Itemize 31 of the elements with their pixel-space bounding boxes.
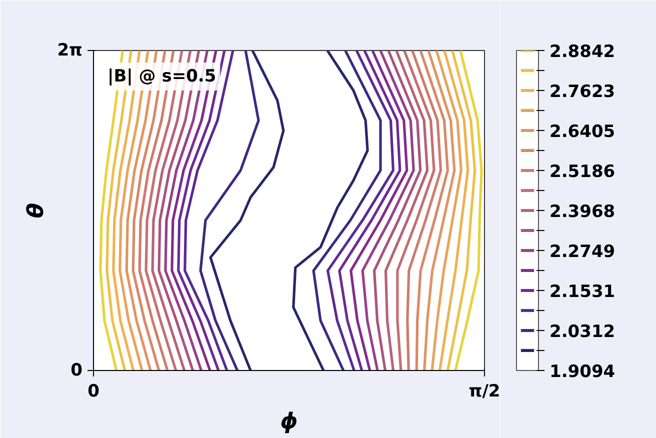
line-series: [292, 50, 369, 370]
y-tick-label: 2π: [57, 40, 83, 60]
line-series: [312, 50, 382, 370]
line-series: [338, 50, 402, 370]
color-bar-label: 1.9094: [550, 362, 616, 382]
color-bar-label: 2.5186: [550, 162, 616, 182]
line-series: [446, 50, 476, 370]
color-bar-label: 2.3968: [550, 202, 616, 222]
color-bar-label: 2.7623: [550, 82, 616, 102]
line-series: [423, 50, 456, 370]
x-tick-label: π/2: [468, 382, 500, 402]
x-axis-title: ϕ: [280, 410, 298, 434]
line-series: [396, 50, 436, 370]
line-series: [406, 50, 442, 370]
line-series: [372, 50, 422, 370]
line-series: [384, 50, 429, 370]
line-series: [326, 50, 394, 370]
color-bar-label: 2.8842: [550, 42, 616, 62]
annotation: |B| @ s=0.5: [108, 66, 216, 86]
color-bar-label: 2.0312: [550, 322, 616, 342]
line-series: [415, 50, 450, 370]
line-series: [454, 50, 483, 370]
color-bar-label: 2.6405: [550, 122, 616, 142]
line-series: [438, 50, 470, 370]
line-series: [350, 50, 408, 370]
line-series: [106, 50, 132, 370]
line-series: [361, 50, 415, 370]
color-bar-label: 2.2749: [550, 242, 616, 262]
color-bar-label: 2.1531: [550, 282, 616, 302]
line-series: [430, 50, 462, 370]
y-axis-title: θ: [24, 202, 50, 218]
